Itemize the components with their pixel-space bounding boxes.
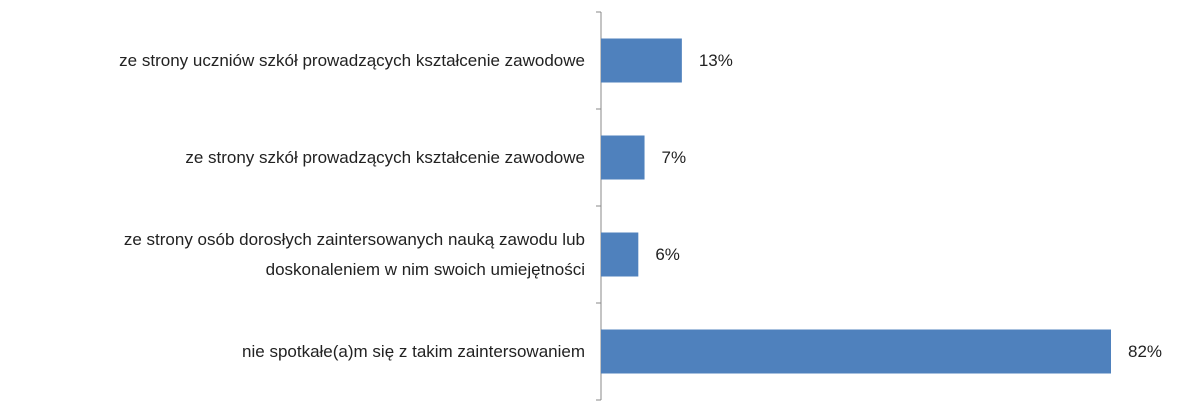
value-label: 6% xyxy=(655,245,680,264)
bar xyxy=(601,329,1111,374)
bar xyxy=(601,38,682,83)
category-label: ze strony szkół prowadzących kształcenie… xyxy=(185,147,585,167)
value-label: 13% xyxy=(699,51,733,70)
value-label: 7% xyxy=(662,148,687,167)
value-label: 82% xyxy=(1128,342,1162,361)
category-label: ze strony osób dorosłych zaintersowanych… xyxy=(123,229,585,279)
bar xyxy=(601,135,645,180)
category-label: ze strony uczniów szkół prowadzących ksz… xyxy=(119,50,585,70)
category-label: nie spotkałe(a)m się z takim zaintersowa… xyxy=(242,341,585,361)
bar xyxy=(601,232,639,277)
